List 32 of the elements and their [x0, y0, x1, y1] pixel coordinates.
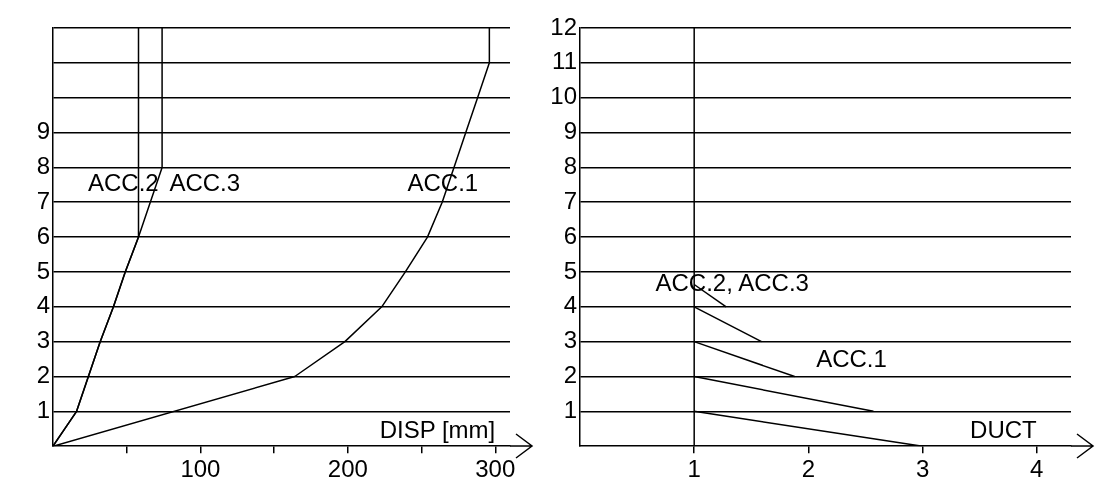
y-tick-label: 4	[563, 291, 577, 319]
x-tick-label: 300	[475, 455, 516, 483]
x-tick-label: 3	[915, 455, 930, 483]
x-tick-label: 200	[327, 455, 368, 483]
y-tick-label: 2	[36, 361, 50, 389]
y-tick-label: 11	[552, 47, 577, 75]
annotation: ACC.1	[816, 345, 887, 373]
x-axis-title: DUCT	[970, 415, 1038, 443]
y-tick-label: 1	[36, 395, 50, 423]
y-tick-label: 6	[563, 221, 577, 249]
y-tick-label: 4	[36, 291, 50, 319]
x-tick-label: 1	[687, 455, 701, 483]
x-tick-label: 4	[1030, 455, 1044, 483]
y-tick-label: 3	[563, 326, 577, 354]
y-tick-label: 8	[563, 152, 577, 180]
y-tick-label: 7	[36, 186, 50, 214]
y-tick-label: 1	[563, 395, 577, 423]
x-axis-title: DISP [mm]	[379, 415, 496, 443]
y-tick-label: 3	[36, 326, 50, 354]
y-tick-label: 7	[563, 186, 577, 214]
y-tick-label: 5	[563, 256, 577, 284]
y-tick-label: 2	[563, 361, 577, 389]
y-tick-label: 5	[36, 256, 50, 284]
y-tick-label: 8	[36, 152, 50, 180]
y-tick-label: 9	[36, 117, 50, 145]
x-tick-label: 2	[801, 455, 816, 483]
y-tick-label: 12	[550, 12, 577, 40]
y-tick-label: 10	[550, 82, 577, 110]
y-tick-label: 6	[36, 221, 50, 249]
y-tick-label: 9	[563, 117, 577, 145]
x-tick-label: 100	[180, 455, 221, 483]
annotation: ACC.3	[169, 169, 241, 197]
